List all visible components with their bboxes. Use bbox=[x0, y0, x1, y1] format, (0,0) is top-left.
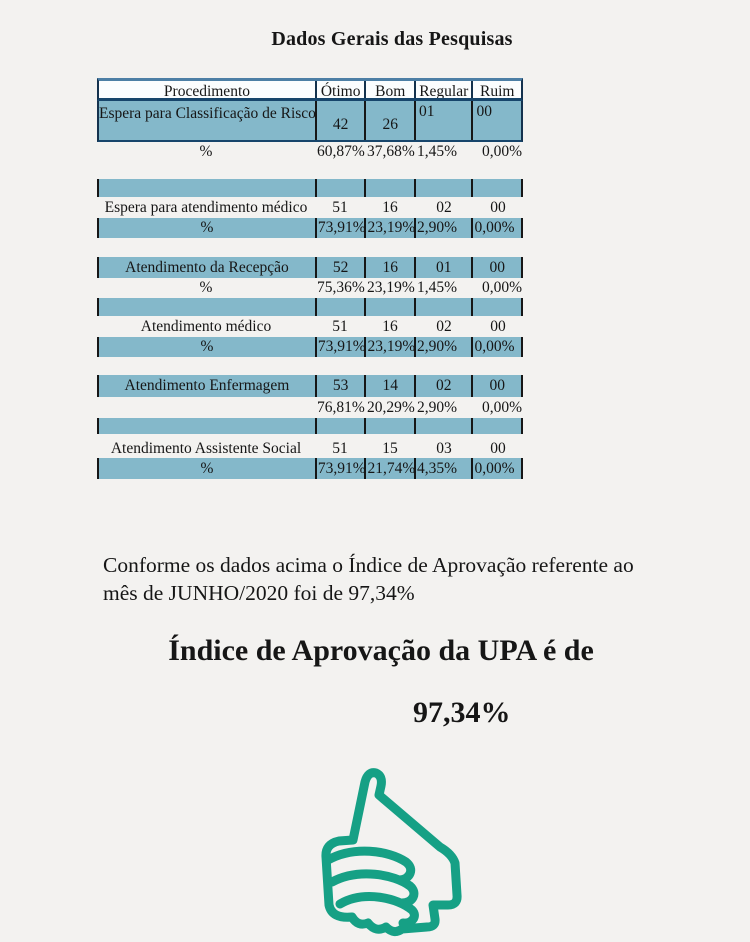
pct-cell: 2,90% bbox=[413, 337, 471, 357]
pct-cell: 0,00% bbox=[482, 143, 523, 160]
count-cell: 03 bbox=[436, 440, 452, 457]
table-row: % 60,87% 37,68% 1,45% 0,00% bbox=[97, 142, 523, 161]
table-row: 76,81% 20,29% 2,90% 0,00% bbox=[97, 397, 523, 418]
table-row: Atendimento da Recepção 52 16 01 00 bbox=[97, 257, 523, 278]
count-cell: 00 bbox=[490, 199, 506, 216]
pct-cell: 20,29% bbox=[367, 399, 415, 416]
pct-cell: 73,91% bbox=[314, 337, 364, 357]
thumbs-up-icon bbox=[321, 768, 462, 937]
header-regular: Regular bbox=[414, 81, 471, 98]
count-cell: 51 bbox=[332, 318, 348, 335]
header-ruim: Ruim bbox=[471, 81, 521, 98]
count-cell: 01 bbox=[414, 257, 471, 278]
count-cell: 00 bbox=[490, 318, 506, 335]
table-row: Espera para Classificação de Risco 42 26… bbox=[97, 101, 523, 142]
survey-table: Procedimento Ótimo Bom Regular Ruim Espe… bbox=[97, 78, 523, 479]
procedure-label: Atendimento médico bbox=[140, 318, 272, 335]
count-cell: 26 bbox=[364, 101, 414, 140]
pct-cell: 37,68% bbox=[367, 143, 415, 160]
page-title: Dados Gerais das Pesquisas bbox=[271, 28, 513, 50]
percent-label: % bbox=[200, 219, 214, 236]
pct-cell: 1,45% bbox=[417, 143, 458, 160]
table-row: % 75,36% 23,19% 1,45% 0,00% bbox=[97, 278, 523, 298]
header-otimo: Ótimo bbox=[314, 81, 365, 98]
pct-cell: 0,00% bbox=[482, 399, 523, 416]
empty-band-row bbox=[97, 179, 523, 197]
table-header-row: Procedimento Ótimo Bom Regular Ruim bbox=[97, 78, 523, 101]
table-gap bbox=[97, 161, 523, 179]
summary-line-2: mês de JUNHO/2020 foi de 97,34% bbox=[103, 581, 415, 605]
percent-label bbox=[97, 397, 315, 418]
pct-cell: 0,00% bbox=[471, 458, 521, 479]
procedure-label: Espera para Classificação de Risco bbox=[99, 105, 315, 122]
table-row: Atendimento Assistente Social 51 15 03 0… bbox=[97, 439, 523, 458]
procedure-label: Atendimento Enfermagem bbox=[124, 377, 290, 394]
pct-cell: 1,45% bbox=[417, 279, 458, 296]
approval-value: 97,34% bbox=[413, 696, 511, 729]
count-cell: 15 bbox=[382, 440, 398, 457]
procedure-label: Atendimento Assistente Social bbox=[110, 440, 302, 457]
header-bom: Bom bbox=[364, 81, 414, 98]
table-row: Atendimento Enfermagem 53 14 02 00 bbox=[97, 375, 523, 397]
pct-cell: 23,19% bbox=[364, 337, 414, 357]
pct-cell: 73,91% bbox=[314, 218, 364, 238]
count-cell: 42 bbox=[314, 101, 365, 140]
count-cell: 51 bbox=[332, 199, 348, 216]
table-gap bbox=[97, 357, 523, 375]
pct-cell: 0,00% bbox=[471, 218, 521, 238]
count-cell: 00 bbox=[471, 257, 521, 278]
pct-cell: 0,00% bbox=[471, 337, 521, 357]
count-cell: 53 bbox=[314, 375, 365, 397]
table-row: % 73,91% 23,19% 2,90% 0,00% bbox=[97, 337, 523, 357]
pct-cell: 75,36% bbox=[317, 279, 365, 296]
count-cell: 14 bbox=[364, 375, 414, 397]
count-cell: 02 bbox=[436, 199, 452, 216]
table-row: Atendimento médico 51 16 02 00 bbox=[97, 316, 523, 337]
table-row: % 73,91% 21,74% 4,35% 0,00% bbox=[97, 458, 523, 479]
pct-cell: 23,19% bbox=[364, 218, 414, 238]
count-cell: 02 bbox=[414, 375, 471, 397]
summary-paragraph: Conforme os dados acima o Índice de Apro… bbox=[103, 551, 683, 607]
percent-label: % bbox=[199, 279, 213, 296]
pct-cell: 0,00% bbox=[482, 279, 523, 296]
table-row: Espera para atendimento médico 51 16 02 … bbox=[97, 197, 523, 218]
table-row: % 73,91% 23,19% 2,90% 0,00% bbox=[97, 218, 523, 238]
pct-cell: 60,87% bbox=[317, 143, 365, 160]
summary-line-1: Conforme os dados acima o Índice de Apro… bbox=[103, 553, 634, 577]
procedure-label: Atendimento da Recepção bbox=[125, 259, 289, 276]
table-gap bbox=[97, 238, 523, 257]
pct-cell: 23,19% bbox=[367, 279, 415, 296]
pct-cell: 2,90% bbox=[413, 218, 471, 238]
pct-cell: 76,81% bbox=[317, 399, 365, 416]
approval-heading: Índice de Aprovação da UPA é de bbox=[168, 634, 594, 667]
percent-label: % bbox=[199, 143, 213, 160]
pct-cell: 21,74% bbox=[364, 458, 414, 479]
pct-cell: 73,91% bbox=[314, 458, 364, 479]
empty-band-row bbox=[97, 418, 523, 434]
count-cell: 16 bbox=[382, 318, 398, 335]
empty-band-row bbox=[97, 298, 523, 316]
percent-label: % bbox=[200, 460, 214, 477]
procedure-label: Espera para atendimento médico bbox=[104, 199, 308, 216]
count-cell: 52 bbox=[314, 257, 365, 278]
count-cell: 01 bbox=[413, 101, 471, 140]
header-procedimento: Procedimento bbox=[163, 83, 250, 98]
pct-cell: 2,90% bbox=[417, 399, 458, 416]
count-cell: 00 bbox=[471, 375, 521, 397]
count-cell: 00 bbox=[490, 440, 506, 457]
percent-label: % bbox=[200, 338, 214, 355]
count-cell: 02 bbox=[436, 318, 452, 335]
pct-cell: 4,35% bbox=[413, 458, 471, 479]
count-cell: 16 bbox=[364, 257, 414, 278]
count-cell: 00 bbox=[471, 101, 521, 140]
count-cell: 16 bbox=[382, 199, 398, 216]
count-cell: 51 bbox=[332, 440, 348, 457]
